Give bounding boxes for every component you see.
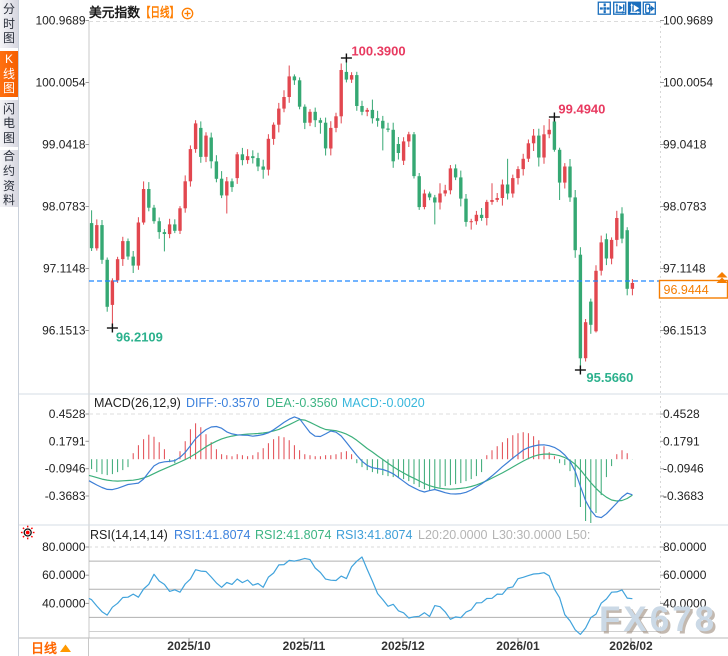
svg-text:100.9689: 100.9689 [35,14,85,28]
svg-text:RSI3:41.8074: RSI3:41.8074 [336,528,412,542]
svg-text:2025/12: 2025/12 [381,639,425,653]
svg-text:RSI2:41.8074: RSI2:41.8074 [255,528,331,542]
svg-text:96.2109: 96.2109 [116,330,163,345]
svg-text:80.0000: 80.0000 [42,540,86,554]
svg-text:98.0783: 98.0783 [42,200,86,214]
svg-text:-0.0946: -0.0946 [45,462,86,476]
svg-text:L20:20.0000: L20:20.0000 [418,528,488,542]
svg-text:100.0054: 100.0054 [663,76,713,90]
svg-text:DEA:-0.3560: DEA:-0.3560 [266,396,338,410]
svg-text:97.1148: 97.1148 [663,262,706,276]
svg-text:96.9444: 96.9444 [664,283,709,297]
svg-text:99.4940: 99.4940 [558,102,605,117]
svg-text:60.0000: 60.0000 [663,568,707,582]
svg-text:日线: 日线 [31,641,57,656]
svg-text:2026/02: 2026/02 [609,639,653,653]
svg-text:-0.3683: -0.3683 [45,489,86,503]
svg-text:美元指数: 美元指数 [89,5,141,20]
svg-text:RSI(14,14,14): RSI(14,14,14) [90,528,168,542]
svg-text:L50:: L50: [566,528,590,542]
svg-text:40.0000: 40.0000 [42,596,86,610]
svg-text:FX678: FX678 [602,603,720,642]
svg-text:-0.0946: -0.0946 [663,462,704,476]
svg-text:【日线】: 【日线】 [141,5,179,20]
svg-text:60.0000: 60.0000 [42,568,86,582]
svg-text:L30:30.0000: L30:30.0000 [492,528,562,542]
svg-text:RSI1:41.8074: RSI1:41.8074 [174,528,250,542]
svg-text:97.1148: 97.1148 [43,262,86,276]
svg-text:95.5660: 95.5660 [586,370,633,385]
svg-text:98.0783: 98.0783 [663,200,707,214]
svg-text:2026/01: 2026/01 [496,639,540,653]
svg-text:40.0000: 40.0000 [663,596,707,610]
svg-text:96.1513: 96.1513 [42,324,86,338]
svg-text:0.1791: 0.1791 [663,434,700,448]
svg-text:2025/11: 2025/11 [283,639,326,653]
svg-text:99.0418: 99.0418 [42,138,86,152]
svg-text:MACD(26,12,9): MACD(26,12,9) [94,396,181,410]
svg-text:-0.3683: -0.3683 [663,489,704,503]
svg-text:0.1791: 0.1791 [49,434,86,448]
svg-text:80.0000: 80.0000 [663,540,707,554]
svg-text:100.0054: 100.0054 [35,76,85,90]
svg-text:MACD:-0.0020: MACD:-0.0020 [342,396,425,410]
svg-text:100.9689: 100.9689 [663,14,713,28]
svg-text:0.4528: 0.4528 [663,407,700,421]
svg-text:100.3900: 100.3900 [351,44,405,59]
svg-text:96.1513: 96.1513 [663,324,707,338]
svg-text:FX678: FX678 [599,600,717,639]
svg-text:99.0418: 99.0418 [663,138,707,152]
svg-text:0.4528: 0.4528 [49,407,86,421]
svg-text:2025/10: 2025/10 [167,639,211,653]
svg-text:DIFF:-0.3570: DIFF:-0.3570 [186,396,260,410]
